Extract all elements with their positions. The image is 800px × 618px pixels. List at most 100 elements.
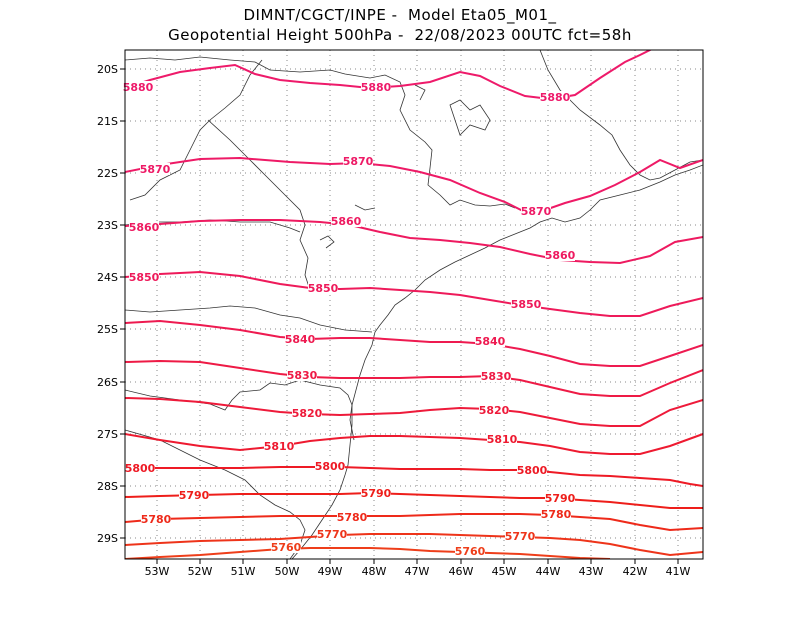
contour-label-bg xyxy=(521,205,551,217)
lat-label: 23S xyxy=(97,219,118,232)
lon-label: 45W xyxy=(492,565,517,578)
contour-label-5880: 5880 xyxy=(123,81,154,94)
contour-label-bg xyxy=(123,81,153,93)
lat-label: 25S xyxy=(97,323,118,336)
lon-label: 49W xyxy=(318,565,343,578)
contour-label-bg xyxy=(292,407,322,419)
lon-label: 50W xyxy=(275,565,300,578)
contour-5780 xyxy=(125,513,703,532)
contour-label-bg xyxy=(140,163,170,175)
contour-labels: 5880 5880 5880 5870 5870 5870 5860 5860 5860 5850… xyxy=(123,81,576,558)
contour-label-5850: 5850 xyxy=(511,298,542,311)
river xyxy=(319,235,335,249)
lat-label: 27S xyxy=(97,428,118,441)
contour-label-5780: 5780 xyxy=(141,513,172,526)
state-border xyxy=(125,305,373,333)
contour-5810 xyxy=(125,433,703,455)
lat-label: 22S xyxy=(97,167,118,180)
contour-label-bg xyxy=(481,370,511,382)
contour-label-bg xyxy=(315,460,345,472)
contour-label-5800: 5800 xyxy=(125,462,156,475)
contour-label-5870: 5870 xyxy=(521,205,552,218)
graticule xyxy=(125,50,703,559)
contour-label-5840: 5840 xyxy=(475,335,506,348)
contour-5770 xyxy=(125,533,703,557)
contour-5870 xyxy=(125,156,703,214)
contour-label-bg xyxy=(361,81,391,93)
lat-label: 20S xyxy=(97,63,118,76)
contour-label-5790: 5790 xyxy=(361,487,392,500)
contour-label-bg xyxy=(517,464,547,476)
contour-label-5850: 5850 xyxy=(129,271,160,284)
contour-label-bg xyxy=(287,369,317,381)
contour-label-5810: 5810 xyxy=(487,433,518,446)
state-border xyxy=(129,59,263,201)
lat-axis-labels: 20S 21S 22S 23S 24S 25S 26S 27S 28S 29S xyxy=(97,63,118,545)
contour-label-bg xyxy=(331,215,361,227)
contour-label-5860: 5860 xyxy=(545,249,576,262)
lon-axis-labels: 53W 52W 51W 50W 49W 48W 47W 46W 45W 44W … xyxy=(145,565,691,578)
contour-label-bg xyxy=(545,249,575,261)
lon-label: 48W xyxy=(362,565,387,578)
contour-label-bg xyxy=(545,492,575,504)
contour-label-bg xyxy=(317,528,347,540)
title-line-2: Geopotential Height 500hPa - 22/08/2023 … xyxy=(168,26,632,44)
contour-label-5880: 5880 xyxy=(361,81,392,94)
contour-label-5760: 5760 xyxy=(455,545,486,558)
contour-label-bg xyxy=(264,440,294,452)
river xyxy=(354,204,376,211)
contour-label-5840: 5840 xyxy=(285,333,316,346)
state-border xyxy=(125,56,516,209)
contour-label-5820: 5820 xyxy=(292,407,323,420)
contour-label-5870: 5870 xyxy=(140,163,171,176)
reservoir xyxy=(449,99,491,136)
coastline xyxy=(539,50,703,181)
lon-label: 42W xyxy=(623,565,648,578)
contour-5760 xyxy=(125,547,611,559)
contour-label-bg xyxy=(540,91,570,103)
contour-label-5780: 5780 xyxy=(337,511,368,524)
contour-label-bg xyxy=(343,155,373,167)
contour-label-5880: 5880 xyxy=(540,91,571,104)
title-line-1: DIMNT/CGCT/INPE - Model Eta05_M01_ xyxy=(243,6,557,24)
contour-label-5830: 5830 xyxy=(287,369,318,382)
lon-label: 47W xyxy=(405,565,430,578)
contour-5860 xyxy=(125,219,703,265)
lon-label: 41W xyxy=(666,565,691,578)
contour-label-5820: 5820 xyxy=(479,404,510,417)
contour-label-5830: 5830 xyxy=(481,370,512,383)
axis-ticks xyxy=(120,68,679,564)
lat-label: 21S xyxy=(97,115,118,128)
contour-label-bg xyxy=(337,511,367,523)
contour-label-bg xyxy=(285,333,315,345)
lon-label: 43W xyxy=(579,565,604,578)
plot-frame xyxy=(124,49,704,560)
contour-5820 xyxy=(125,397,703,427)
contour-5880 xyxy=(125,50,653,101)
contour-label-bg xyxy=(511,298,541,310)
contour-label-bg xyxy=(505,530,535,542)
contour-label-bg xyxy=(271,541,301,553)
contour-label-bg xyxy=(125,462,155,474)
contour-label-5790: 5790 xyxy=(179,489,210,502)
contour-label-5780: 5780 xyxy=(541,508,572,521)
lat-label: 29S xyxy=(97,532,118,545)
contour-label-bg xyxy=(129,271,159,283)
contour-label-5860: 5860 xyxy=(331,215,362,228)
contour-label-5870: 5870 xyxy=(343,155,374,168)
lon-label: 52W xyxy=(188,565,213,578)
contour-5790 xyxy=(125,491,703,509)
contour-label-bg xyxy=(129,221,159,233)
contour-label-5760: 5760 xyxy=(271,541,302,554)
contour-label-5800: 5800 xyxy=(517,464,548,477)
lon-label: 53W xyxy=(145,565,170,578)
reservoir xyxy=(414,84,426,101)
contour-lines xyxy=(125,50,703,559)
contour-label-bg xyxy=(475,335,505,347)
state-border xyxy=(207,119,311,291)
contour-label-bg xyxy=(308,282,338,294)
contour-label-bg xyxy=(455,545,485,557)
lon-label: 44W xyxy=(536,565,561,578)
boundaries xyxy=(125,50,703,559)
